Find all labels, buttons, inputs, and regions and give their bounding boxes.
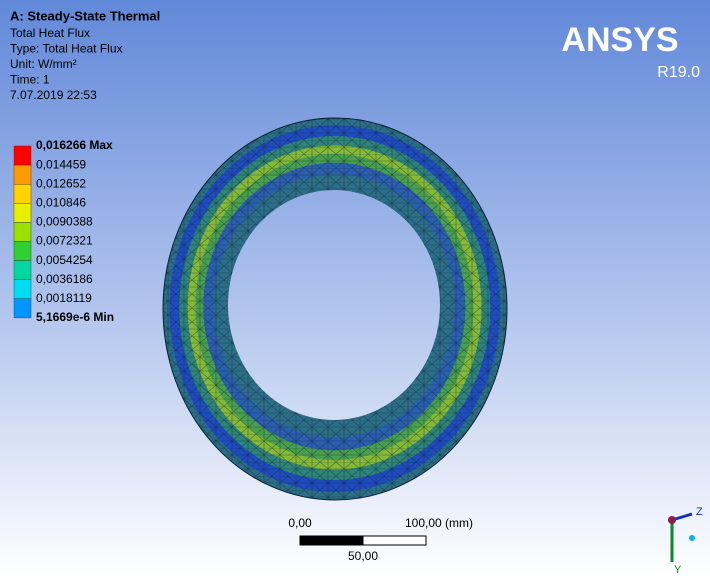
- header-line: Total Heat Flux: [10, 26, 90, 40]
- scale-mid: 50,00: [348, 549, 378, 563]
- legend-swatch: [14, 222, 31, 241]
- legend-label: 0,0072321: [36, 234, 93, 248]
- legend-label: 0,010846: [36, 195, 86, 209]
- legend-label: 0,0090388: [36, 215, 93, 229]
- legend-swatch: [14, 261, 31, 280]
- analysis-title: A: Steady-State Thermal: [10, 8, 160, 23]
- legend-label: 0,0036186: [36, 272, 93, 286]
- legend-swatch: [14, 299, 31, 318]
- legend-label: 0,016266 Max: [36, 138, 113, 152]
- legend-label: 0,014459: [36, 157, 86, 171]
- scale-bar-black: [300, 536, 363, 545]
- scale-start: 0,00: [288, 516, 312, 530]
- model-hole: [228, 190, 440, 420]
- legend-label: 5,1669e-6 Min: [36, 310, 114, 324]
- viewport: A: Steady-State Thermal ANSYS R19.0 0,00…: [0, 0, 710, 576]
- legend-swatch: [14, 184, 31, 203]
- legend-swatch: [14, 165, 31, 184]
- triad-y: Y: [674, 564, 682, 576]
- legend-swatch: [14, 280, 31, 299]
- legend-label: 0,0018119: [36, 291, 92, 305]
- version: R19.0: [657, 64, 700, 81]
- legend-label: 0,0054254: [36, 253, 93, 267]
- logo: ANSYS: [561, 21, 678, 59]
- triad-z: Z: [696, 506, 703, 518]
- legend-swatch: [14, 242, 31, 261]
- scale-end: 100,00 (mm): [405, 516, 473, 530]
- legend-label: 0,012652: [36, 176, 86, 190]
- legend-swatch: [14, 146, 31, 165]
- legend-swatch: [14, 203, 31, 222]
- header-line: Time: 1: [10, 73, 50, 87]
- header-line: Unit: W/mm²: [10, 57, 77, 71]
- scale-bar-white: [363, 536, 426, 545]
- header-line: 7.07.2019 22:53: [10, 88, 97, 102]
- header-line: Type: Total Heat Flux: [10, 42, 123, 56]
